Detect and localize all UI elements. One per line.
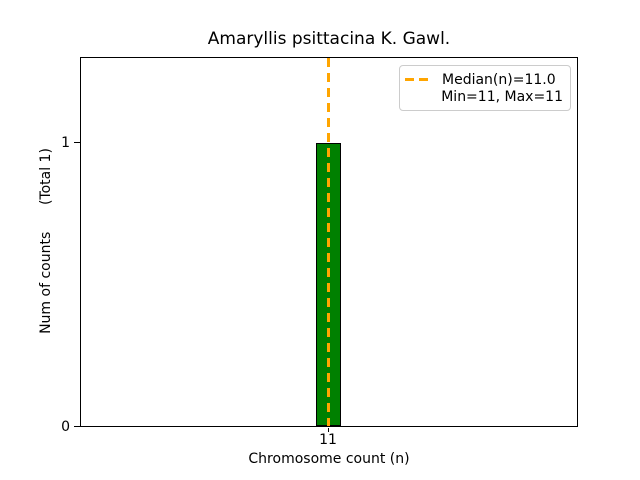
x-tick-label-11: 11 — [319, 432, 337, 448]
dashed-line-icon — [405, 78, 431, 81]
legend-entry-minmax-label: Min=11, Max=11 — [441, 88, 563, 105]
x-axis-label: Chromosome count (n) — [248, 451, 410, 467]
y-axis-label: Num of counts (Total 1) — [38, 148, 54, 334]
plot-area — [80, 57, 578, 427]
x-tick-mark-11 — [328, 428, 329, 432]
chart-title: Amaryllis psittacina K. Gawl. — [207, 29, 451, 49]
y-tick-mark-0 — [74, 426, 80, 427]
legend-entry-minmax: Min=11, Max=11 — [405, 88, 563, 105]
legend: Median(n)=11.0 Min=11, Max=11 — [399, 65, 571, 111]
y-tick-label-0: 0 — [61, 419, 70, 435]
y-tick-mark-1 — [74, 142, 80, 143]
legend-spacer — [405, 95, 441, 98]
legend-entry-median-label: Median(n)=11.0 — [442, 71, 556, 88]
legend-entry-median: Median(n)=11.0 — [405, 71, 563, 88]
y-tick-label-1: 1 — [61, 135, 70, 151]
median-line — [327, 58, 330, 426]
